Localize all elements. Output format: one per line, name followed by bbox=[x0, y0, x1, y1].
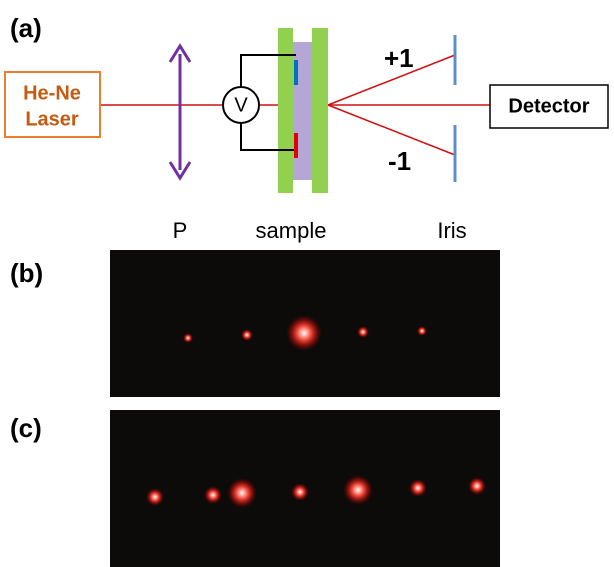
detector-label: Detector bbox=[508, 95, 589, 117]
voltmeter-label: V bbox=[234, 94, 248, 116]
photo-b bbox=[110, 250, 500, 397]
component-label: Iris bbox=[437, 218, 466, 243]
figure: (a) (b) (c) He-Ne Laser V +1 -1 Detector… bbox=[0, 0, 614, 567]
panel-label: (b) bbox=[10, 258, 43, 288]
panel-label: (c) bbox=[10, 413, 42, 443]
polarizer bbox=[170, 46, 190, 178]
glass-plate bbox=[278, 28, 293, 193]
glass-plate bbox=[312, 28, 328, 193]
order-label: -1 bbox=[388, 146, 411, 176]
panel-label: (a) bbox=[10, 13, 42, 43]
order-label: +1 bbox=[384, 43, 414, 73]
component-label: sample bbox=[256, 218, 327, 243]
laser-label: Laser bbox=[25, 108, 79, 130]
photo-c bbox=[110, 410, 500, 567]
laser-label: He-Ne bbox=[23, 82, 81, 104]
component-label: P bbox=[173, 218, 188, 243]
